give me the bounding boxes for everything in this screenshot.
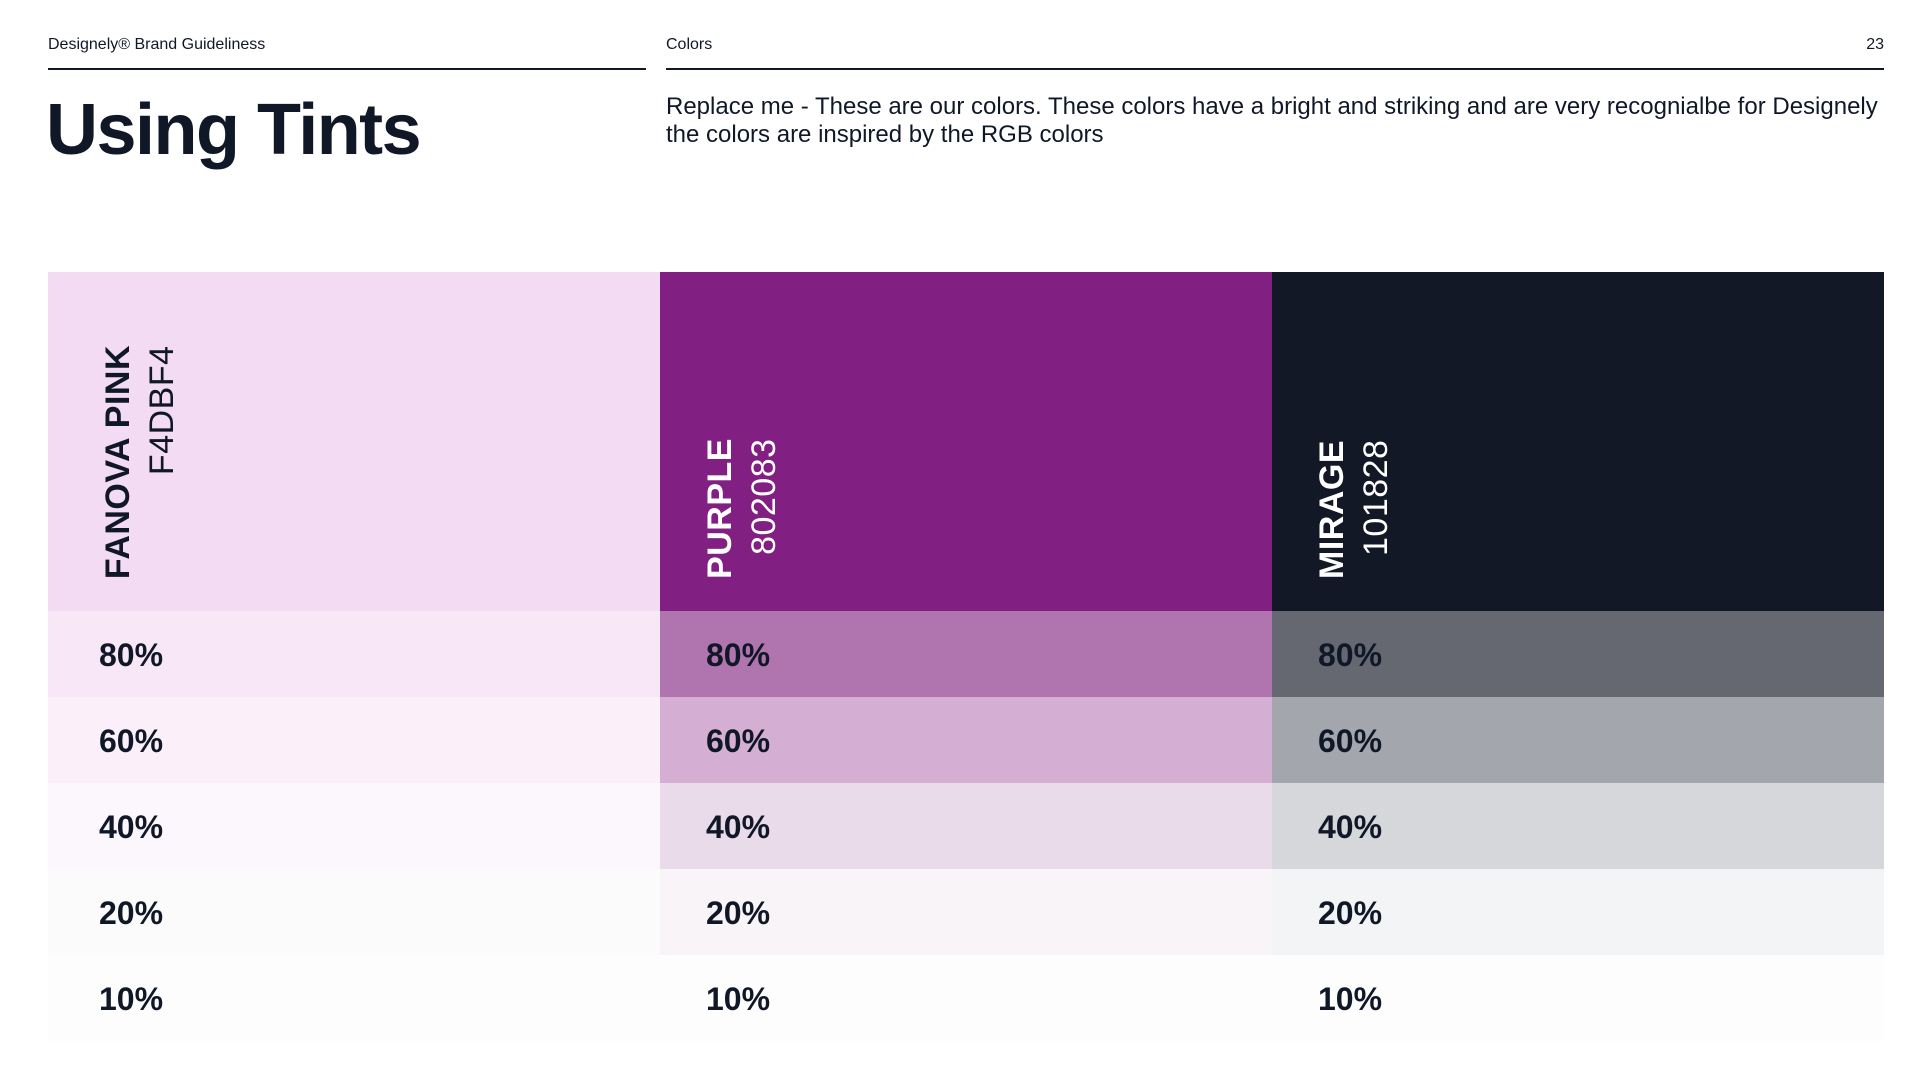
tint-label: 10% (1318, 981, 1383, 1017)
tint-label: 40% (1318, 809, 1383, 845)
tint-row: 10% (48, 955, 660, 1041)
main-swatch: FANOVA PINK F4DBF4 (48, 272, 660, 611)
tint-label: 40% (99, 809, 164, 845)
header-left: Designely® Brand Guideliness (48, 30, 646, 70)
tint-label: 10% (706, 981, 771, 1017)
tint-row: 60% (48, 697, 660, 783)
tint-label: 80% (99, 637, 164, 673)
tint-row: 10% (1272, 955, 1884, 1041)
color-name: MIRAGE (1313, 440, 1351, 579)
tint-row: 80% (48, 611, 660, 697)
tint-row: 20% (660, 869, 1272, 955)
color-hex: 101828 (1357, 440, 1395, 557)
page-description: Replace me - These are our colors. These… (666, 93, 1878, 148)
tint-label: 20% (99, 895, 164, 931)
color-hex: 802083 (745, 438, 783, 555)
color-column-mirage: MIRAGE 101828 80% 60% 40% 20% 10% (1272, 272, 1884, 1042)
page-number: 23 (1866, 36, 1884, 53)
tint-label: 40% (706, 809, 771, 845)
tint-label: 10% (99, 981, 164, 1017)
color-column-purple: PURPLE 802083 80% 60% 40% 20% 10% (660, 272, 1272, 1042)
tint-row: 60% (1272, 697, 1884, 783)
tint-row: 80% (660, 611, 1272, 697)
tint-row: 10% (660, 955, 1272, 1041)
brand-label: Designely® Brand Guideliness (48, 36, 266, 53)
color-name: PURPLE (701, 438, 739, 579)
tint-label: 20% (1318, 895, 1383, 931)
tint-label: 60% (706, 723, 771, 759)
tint-grid: FANOVA PINK F4DBF4 80% 60% 40% 20% 10% P… (48, 272, 1884, 1042)
section-label: Colors (666, 36, 713, 53)
tint-label: 60% (99, 723, 164, 759)
swatch-labels: MIRAGE 101828 (1312, 440, 1396, 579)
tint-label: 20% (706, 895, 771, 931)
color-name: FANOVA PINK (99, 344, 137, 579)
tint-row: 40% (1272, 783, 1884, 869)
tint-row: 80% (1272, 611, 1884, 697)
tint-label: 60% (1318, 723, 1383, 759)
tint-row: 40% (48, 783, 660, 869)
swatch-labels: PURPLE 802083 (700, 438, 784, 579)
color-hex: F4DBF4 (143, 344, 181, 475)
tint-label: 80% (706, 637, 771, 673)
main-swatch: MIRAGE 101828 (1272, 272, 1884, 611)
header-right: Colors 23 (666, 30, 1884, 70)
color-column-fanova-pink: FANOVA PINK F4DBF4 80% 60% 40% 20% 10% (48, 272, 660, 1042)
swatch-labels: FANOVA PINK F4DBF4 (98, 345, 182, 579)
tint-row: 20% (1272, 869, 1884, 955)
main-swatch: PURPLE 802083 (660, 272, 1272, 611)
tint-row: 20% (48, 869, 660, 955)
tint-row: 40% (660, 783, 1272, 869)
tint-row: 60% (660, 697, 1272, 783)
page-title: Using Tints (46, 90, 422, 170)
tint-label: 80% (1318, 637, 1383, 673)
